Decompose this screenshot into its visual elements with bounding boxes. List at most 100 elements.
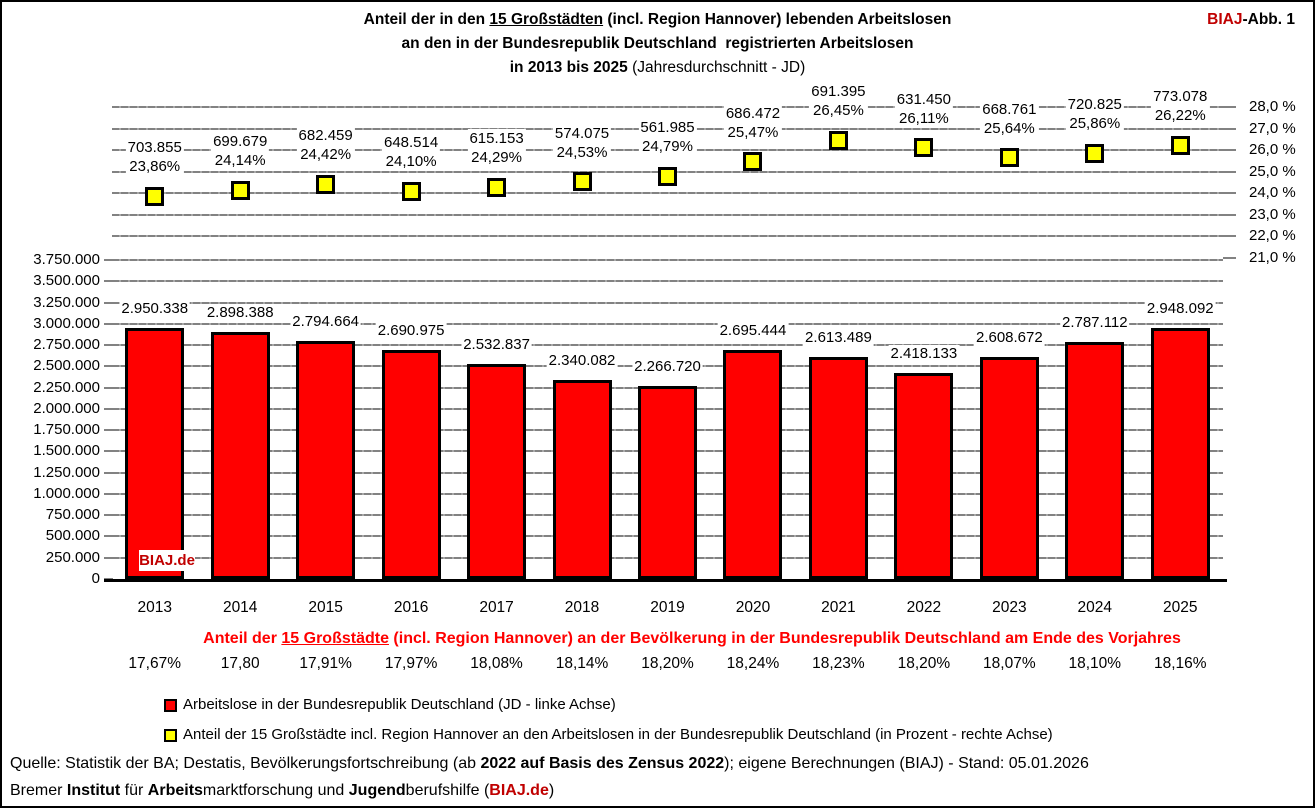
legend-item-arbeitslose: Arbeitslose in der Bundesrepublik Deutsc… xyxy=(164,696,616,714)
bar-2019 xyxy=(638,386,697,579)
left-axis-tick xyxy=(104,386,113,389)
population-share-value: 18,23% xyxy=(812,655,865,672)
marker-label: 615.153 24,29% xyxy=(467,129,526,168)
source-text-segment: für xyxy=(120,782,148,799)
population-subtitle-pre: Anteil der xyxy=(203,630,282,647)
right-axis-label: 25,0 % xyxy=(1249,162,1296,180)
title-line-1: Anteil der in den 15 Großstädten (incl. … xyxy=(2,8,1313,32)
bar-2014 xyxy=(210,332,270,579)
left-axis-label: 3.500.000 xyxy=(33,272,100,290)
marker-percent-label: 26,11% xyxy=(898,109,949,127)
population-share-value: 17,80 xyxy=(220,655,260,672)
bar-value-label: 2.794.664 xyxy=(290,313,362,332)
x-axis-year-label: 2023 xyxy=(992,599,1027,616)
gridline-percent xyxy=(112,213,1223,216)
source-text-segment: berufshilfe ( xyxy=(405,782,490,799)
source-text-segment: marktforschung und xyxy=(202,782,349,799)
right-axis-tick xyxy=(1223,170,1236,173)
marker-label: 682.459 24,42% xyxy=(296,126,355,165)
marker-value-label: 699.679 xyxy=(213,133,268,151)
population-share-value: 18,07% xyxy=(983,655,1036,672)
marker-label: 773.078 26,22% xyxy=(1151,87,1210,126)
left-axis-label: 2.750.000 xyxy=(33,336,100,354)
bar-2025 xyxy=(1150,328,1210,579)
marker-value-label: 682.459 xyxy=(298,127,353,145)
marker-value-label: 773.078 xyxy=(1153,88,1208,106)
population-share-value: 18,24% xyxy=(726,655,780,672)
title-line3-bold: in 2013 bis 2025 xyxy=(509,59,628,76)
left-axis-tick xyxy=(104,344,113,347)
left-axis-tick xyxy=(104,365,113,368)
marker-percent-label: 25,86% xyxy=(1069,115,1121,133)
marker-2025 xyxy=(1170,135,1190,155)
title-line-2: an den in der Bundesrepublik Deutschland… xyxy=(2,32,1313,56)
marker-label: 561.985 24,79% xyxy=(638,118,697,157)
left-axis-label: 3.750.000 xyxy=(33,251,100,268)
x-axis-year-label: 2022 xyxy=(906,599,942,616)
right-axis-tick xyxy=(1223,235,1236,238)
marker-label: 668.761 25,64% xyxy=(980,99,1039,138)
chart-area: 21,0 % 22,0 % 23,0 % 24,0 % 25,0 % 26,0 % 27,0… xyxy=(2,2,1313,627)
marker-2024 xyxy=(1085,143,1105,163)
marker-percent-label: 24,42% xyxy=(300,146,352,164)
marker-2016 xyxy=(401,181,421,201)
bar-value-label: 2.340.082 xyxy=(546,351,618,370)
left-axis-label: 2.000.000 xyxy=(33,399,100,417)
population-share-value: 18,08% xyxy=(470,655,523,672)
bar-2015 xyxy=(296,341,356,579)
left-axis-tick xyxy=(104,556,113,559)
x-axis-year-label: 2019 xyxy=(650,599,685,616)
left-axis-label: 0 xyxy=(91,570,100,587)
population-share-value: 18,20% xyxy=(897,655,951,672)
marker-value-label: 720.825 xyxy=(1067,96,1122,114)
bar-2023 xyxy=(979,357,1039,579)
left-axis-label: 2.500.000 xyxy=(33,357,100,375)
marker-label: 574.075 24,53% xyxy=(552,123,612,162)
marker-percent-label: 24,10% xyxy=(385,153,437,171)
marker-2018 xyxy=(572,172,592,192)
left-axis-label: 250.000 xyxy=(45,548,100,566)
left-axis-label: 3.000.000 xyxy=(33,314,100,332)
left-axis-tick xyxy=(104,259,113,261)
gridline-value xyxy=(112,322,1223,325)
right-axis-label: 24,0 % xyxy=(1249,184,1296,202)
source-text-segment: Jugend xyxy=(348,782,406,799)
right-axis-tick xyxy=(1223,106,1236,108)
population-share-value: 17,91% xyxy=(299,655,352,672)
title-line2-text: an den in der Bundesrepublik Deutschland… xyxy=(401,35,914,52)
marker-percent-label: 24,14% xyxy=(214,152,266,170)
x-axis-year-label: 2017 xyxy=(479,599,514,616)
left-axis-label: 3.250.000 xyxy=(33,293,100,311)
marker-value-label: 691.395 xyxy=(811,83,866,101)
x-axis-year-label: 2025 xyxy=(1163,599,1198,616)
left-axis-tick xyxy=(104,429,113,432)
title-line1-pre: Anteil der in den xyxy=(363,11,490,28)
x-axis-year-label: 2015 xyxy=(308,599,343,616)
x-axis-year-label: 2020 xyxy=(735,599,771,616)
left-axis-label: 1.500.000 xyxy=(33,442,100,460)
source-text-segment: ) xyxy=(548,782,555,799)
right-axis-tick xyxy=(1223,127,1236,130)
bar-value-label: 2.532.837 xyxy=(461,335,532,354)
right-axis-label: 27,0 % xyxy=(1249,119,1296,137)
marker-label: 720.825 25,86% xyxy=(1065,95,1124,134)
bar-2024 xyxy=(1065,341,1125,579)
left-axis-tick xyxy=(104,535,113,538)
left-axis-label: 1.000.000 xyxy=(33,484,100,502)
gridline-value xyxy=(112,301,1223,304)
source-text-segment: Quelle: Statistik der BA; Destatis, Bevö… xyxy=(10,755,481,772)
left-axis-tick xyxy=(104,322,113,325)
x-axis-year-label: 2018 xyxy=(564,599,600,616)
right-axis-label: 21,0 % xyxy=(1249,249,1296,266)
gridline-value xyxy=(112,259,1223,261)
marker-value-label: 668.761 xyxy=(982,100,1037,118)
right-axis-tick xyxy=(1223,213,1236,216)
marker-2013 xyxy=(145,186,165,206)
marker-label: 686.472 25,47% xyxy=(723,103,783,142)
population-share-value: 18,16% xyxy=(1153,655,1207,672)
source-line-2: Bremer Institut für Arbeitsmarktforschun… xyxy=(10,781,554,801)
legend-yellow-square-icon xyxy=(164,728,177,742)
page-title: Anteil der in den 15 Großstädten (incl. … xyxy=(2,8,1313,80)
x-axis-year-label: 2016 xyxy=(393,599,429,616)
bar-value-label: 2.787.112 xyxy=(1059,313,1130,332)
